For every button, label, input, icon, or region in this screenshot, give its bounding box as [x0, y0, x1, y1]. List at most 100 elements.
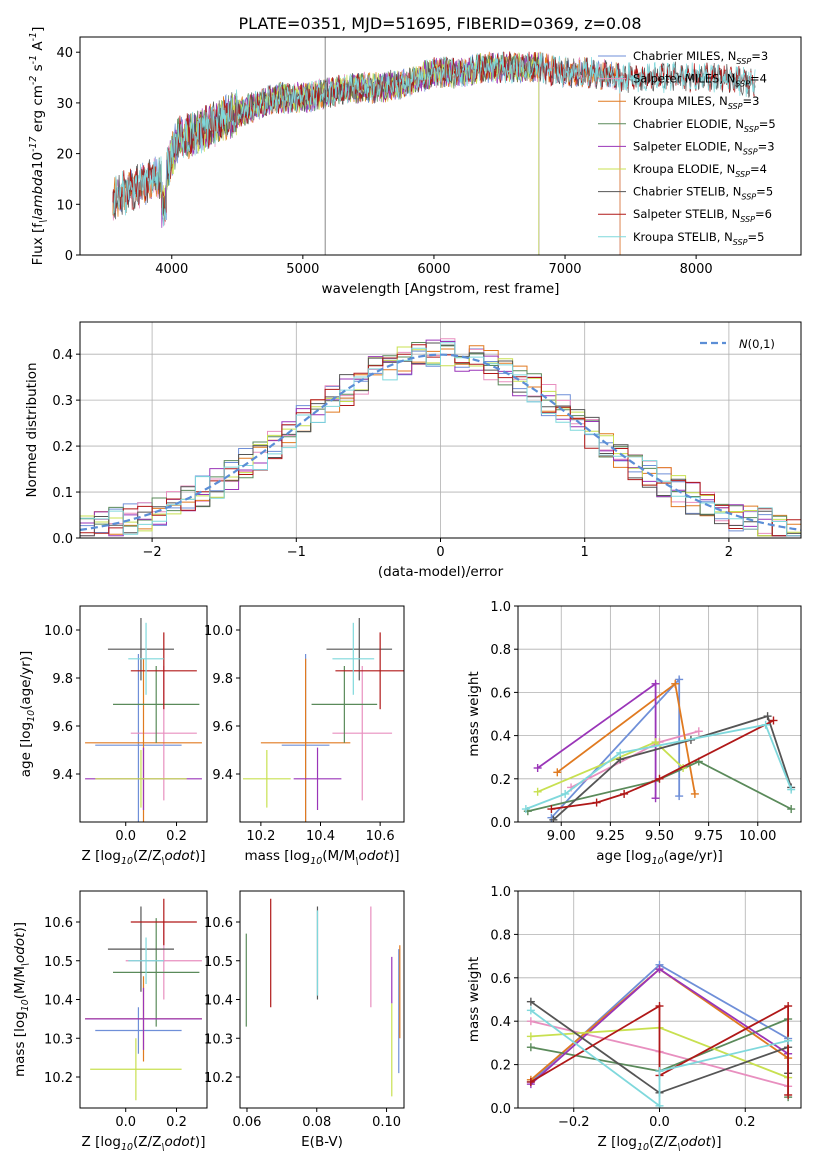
- y-tick-label: 0.6: [490, 972, 511, 987]
- x-axis-label: Z [log10(Z/Z\odot)]: [82, 848, 206, 867]
- legend-label: Kroupa MILES, NSSP=3: [633, 94, 759, 111]
- x-tick-label: 9.25: [596, 829, 625, 844]
- x-tick-label: 0.10: [372, 1115, 401, 1130]
- x-tick-label: 0.0: [115, 1115, 136, 1130]
- y-tick-label: 10.0: [44, 624, 73, 639]
- y-axis-label: Normed distribution: [24, 362, 40, 497]
- x-tick-label: 10.4: [306, 829, 335, 844]
- y-tick-label: 10: [56, 198, 73, 213]
- x-tick-label: 0.2: [166, 829, 187, 844]
- x-tick-label: 7000: [548, 262, 581, 277]
- y-tick-label: 0.0: [490, 1102, 511, 1117]
- x-tick-label: 9.00: [547, 829, 576, 844]
- plot-area: [245, 898, 401, 1097]
- x-tick-label: 0.08: [302, 1115, 331, 1130]
- y-tick-label: 30: [56, 97, 73, 112]
- spectrum-kroupa-elodie: [158, 52, 540, 255]
- x-axis-label: (data-model)/error: [378, 564, 504, 580]
- y-tick-label: 0.8: [490, 643, 511, 658]
- plot-area: [80, 338, 801, 538]
- y-tick-label: 9.8: [52, 672, 73, 687]
- x-tick-label: 10.6: [366, 829, 395, 844]
- y-tick-label: 0.4: [490, 1015, 511, 1030]
- chart-3: 10.2 10.4 10.6 9.4 9.6 9.8 10.0 mass [log10(M/M…: [204, 605, 405, 867]
- y-tick-label: 10.2: [44, 1071, 73, 1086]
- axes-frame: [79, 605, 208, 823]
- legend-label: Salpeter MILES, NSSP=4: [633, 72, 767, 89]
- y-tick-label: 9.4: [212, 768, 233, 783]
- y-tick-label: 10.4: [44, 994, 73, 1009]
- x-axis-label: mass [log10(M/M\odot)]: [244, 848, 399, 867]
- chart-5: 0.0 0.2 10.2 10.3 10.4 10.5 10.6 Z [log10(Z/Z\o…: [12, 890, 208, 1153]
- axes-frame: [239, 605, 405, 823]
- x-tick-label: 0.2: [735, 1115, 756, 1130]
- y-tick-label: 1.0: [490, 885, 511, 900]
- y-tick-label: 10.4: [204, 994, 233, 1009]
- spectrum-salpeter-stelib: [112, 51, 756, 222]
- y-tick-label: 0.6: [490, 686, 511, 701]
- x-tick-label: 0.0: [649, 1115, 670, 1130]
- y-tick-label: 0.2: [490, 1059, 511, 1074]
- x-axis-label: wavelength [Angstrom, rest frame]: [322, 281, 560, 297]
- chart-4: 9.00 9.25 9.50 9.75 10.00 0.0 0.2 0.4 0.6 0.8 1.0 a…: [466, 600, 802, 867]
- x-tick-label: 8000: [680, 262, 713, 277]
- legend-label: Chabrier STELIB, NSSP=5: [633, 185, 773, 202]
- figure-title: PLATE=0351, MJD=51695, FIBERID=0369, z=0…: [238, 14, 641, 33]
- x-tick-label: 0.0: [115, 829, 136, 844]
- y-axis-label: mass [log10(M/M\odot)]: [12, 922, 31, 1077]
- y-tick-label: 0.1: [52, 486, 73, 501]
- x-tick-label: 2: [725, 545, 733, 560]
- y-tick-label: 10.5: [44, 955, 73, 970]
- x-tick-label: 9.75: [694, 829, 723, 844]
- plot-area: [242, 618, 404, 822]
- y-axis-label: mass weight: [466, 671, 482, 756]
- y-tick-label: 10.6: [44, 916, 73, 931]
- plot-area: [85, 898, 202, 1101]
- x-tick-label: 0: [436, 545, 444, 560]
- spectrum-salpeter-elodie: [158, 52, 540, 255]
- plot-area: [521, 675, 796, 822]
- x-axis-label: E(B-V): [301, 1134, 343, 1150]
- y-tick-label: 0: [65, 249, 73, 264]
- x-tick-label: 6000: [417, 262, 450, 277]
- chart-1: −2 −1 0 1 2 0.0 0.1 0.2 0.3 0.4 (data-model)/error…: [24, 321, 802, 580]
- histogram-8: [80, 342, 801, 538]
- y-tick-label: 9.6: [212, 720, 233, 735]
- x-tick-label: 5000: [286, 262, 319, 277]
- y-tick-label: 0.4: [52, 348, 73, 363]
- legend-label: Chabrier MILES, NSSP=3: [633, 49, 768, 66]
- y-tick-label: 0.3: [52, 394, 73, 409]
- chart-7: −0.2 0.0 0.2 0.0 0.2 0.4 0.6 0.8 1.0 Z [log10(Z/Z…: [466, 885, 802, 1153]
- y-tick-label: 0.4: [490, 730, 511, 745]
- y-tick-label: 9.6: [52, 720, 73, 735]
- plot-area: [526, 960, 793, 1108]
- legend: Chabrier MILES, NSSP=3 Salpeter MILES, NS…: [598, 49, 776, 247]
- legend-label: Chabrier ELODIE, NSSP=5: [633, 117, 776, 134]
- y-axis-label: mass weight: [466, 957, 482, 1042]
- y-tick-label: 40: [56, 46, 73, 61]
- y-axis-label: age [log10(age/yr)]: [18, 651, 37, 778]
- plot-area: [112, 37, 756, 255]
- x-tick-label: 0.2: [166, 1115, 187, 1130]
- chart-2: 0.0 0.2 9.4 9.6 9.8 10.0 Z [log10(Z/Z\odot)] ag…: [18, 605, 208, 867]
- spectrum-kroupa-stelib: [112, 51, 756, 227]
- y-tick-label: 10.3: [204, 1032, 233, 1047]
- y-tick-label: 10.2: [204, 1071, 233, 1086]
- x-tick-label: −0.2: [558, 1115, 590, 1130]
- spectrum-chabrier-elodie: [158, 53, 540, 255]
- x-tick-label: 1: [581, 545, 589, 560]
- x-tick-label: 10.00: [739, 829, 776, 844]
- y-axis-label: Flux [f\lambda10-17 erg cm-2 s-1 A-1]: [28, 27, 49, 266]
- x-tick-label: −1: [287, 545, 306, 560]
- axes-frame: [79, 36, 802, 256]
- y-tick-label: 9.8: [212, 672, 233, 687]
- y-tick-label: 0.2: [52, 440, 73, 455]
- y-tick-label: 10.6: [204, 916, 233, 931]
- y-tick-label: 10.0: [204, 624, 233, 639]
- legend-label: Kroupa ELODIE, NSSP=4: [633, 162, 767, 179]
- chart-0: 4000 5000 6000 7000 8000 0 10 20 30 40 wavelength …: [28, 27, 802, 297]
- y-tick-label: 1.0: [490, 600, 511, 615]
- y-tick-label: 10.3: [44, 1032, 73, 1047]
- legend-label: N(0,1): [739, 337, 775, 351]
